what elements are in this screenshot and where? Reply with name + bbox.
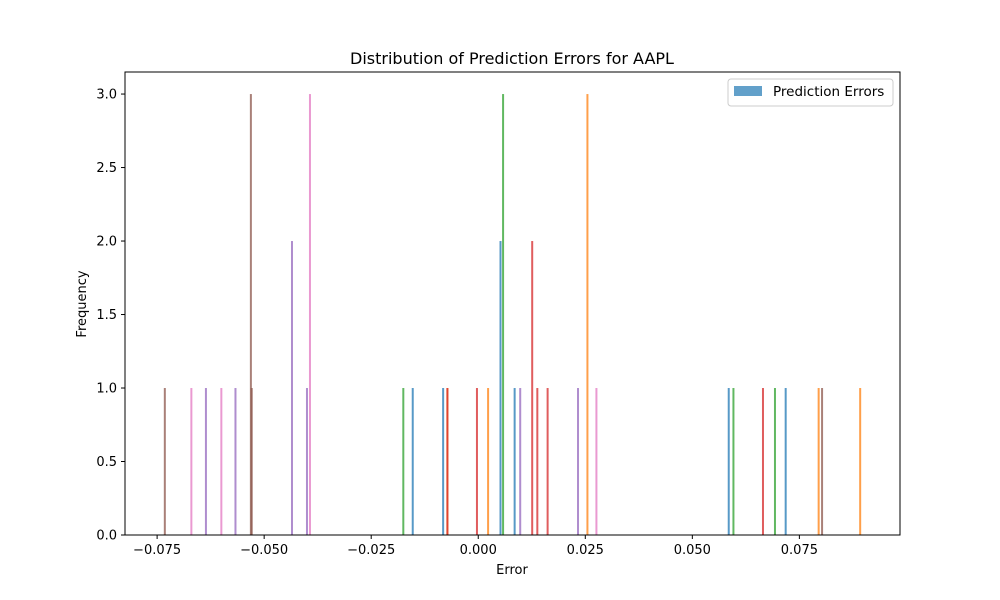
chart-title: Distribution of Prediction Errors for AA… — [350, 49, 674, 68]
histogram-bar — [411, 388, 414, 535]
x-tick-label: −0.075 — [133, 543, 181, 558]
y-tick-label: 1.5 — [96, 308, 117, 323]
histogram-bar — [446, 388, 449, 535]
histogram-bar — [536, 388, 539, 535]
legend-swatch — [734, 86, 762, 96]
x-tick-label: 0.075 — [781, 543, 818, 558]
histogram-bar — [859, 388, 862, 535]
histogram-bar — [487, 388, 490, 535]
plot-frame — [124, 71, 901, 536]
histogram-bar — [502, 94, 505, 536]
x-tick-label: 0.025 — [567, 543, 604, 558]
histogram-bar — [442, 388, 445, 535]
legend-label: Prediction Errors — [773, 84, 884, 100]
x-tick-label: −0.050 — [240, 543, 288, 558]
histogram-bar — [727, 388, 730, 535]
histogram-bar — [595, 388, 598, 535]
legend: Prediction Errors — [727, 78, 894, 107]
y-axis: 0.0 0.5 1.0 1.5 2.0 2.5 3.0 — [96, 88, 125, 544]
legend-box — [727, 78, 894, 107]
y-tick-label: 2.5 — [96, 161, 117, 176]
histogram-bar — [586, 94, 589, 536]
histogram-bar — [305, 388, 308, 535]
y-tick-label: 0.5 — [96, 455, 117, 470]
x-axis: −0.075 −0.050 −0.025 0.000 0.025 0.050 0.075 — [133, 535, 818, 558]
histogram-bar — [519, 388, 522, 535]
histogram-bar — [821, 388, 824, 535]
x-axis-label: Error — [496, 563, 528, 578]
histogram-bar — [163, 388, 166, 535]
x-tick-label: −0.025 — [347, 543, 395, 558]
histogram-bar — [761, 388, 764, 535]
histogram-bar — [234, 388, 237, 535]
x-tick-label: 0.000 — [460, 543, 497, 558]
histogram-bar — [773, 388, 776, 535]
histogram-bar — [204, 388, 207, 535]
histogram-bar — [531, 241, 534, 535]
histogram-bar — [499, 241, 502, 535]
histogram-bar — [290, 241, 293, 535]
histogram-bar — [577, 388, 580, 535]
histogram-bar — [220, 388, 223, 535]
histogram-bar — [308, 94, 311, 536]
histogram-bar — [402, 388, 405, 535]
y-tick-label: 2.0 — [96, 235, 117, 250]
histogram-bar — [513, 388, 516, 535]
y-tick-label: 0.0 — [96, 529, 117, 544]
y-tick-label: 1.0 — [96, 382, 117, 397]
x-tick-label: 0.050 — [674, 543, 711, 558]
histogram-bar — [250, 388, 253, 535]
y-tick-label: 3.0 — [96, 88, 117, 103]
histogram-bar — [784, 388, 787, 535]
histogram-bar — [732, 388, 735, 535]
histogram-bar — [190, 388, 193, 535]
histogram-bar — [817, 388, 820, 535]
histogram-bar — [475, 388, 478, 535]
y-axis-label: Frequency — [75, 270, 90, 337]
histogram-bar — [546, 388, 549, 535]
histogram-bar — [249, 94, 252, 536]
bars-layer — [163, 94, 862, 536]
